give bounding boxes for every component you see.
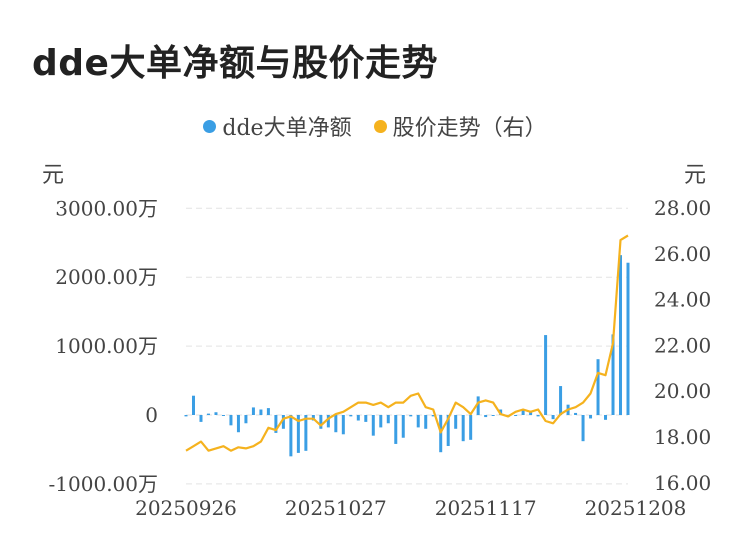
x-axis-tick-label: 20251027 [285, 496, 387, 520]
bar [206, 413, 210, 415]
legend-item-dde[interactable]: dde大单净额 [203, 110, 352, 142]
bar [484, 415, 488, 418]
legend-label-dde: dde大单净额 [222, 116, 352, 141]
legend-marker-price [373, 119, 387, 133]
chart-title: dde大单净额与股价走势 [32, 43, 438, 84]
bar [476, 396, 480, 415]
bar [424, 415, 428, 429]
bar [221, 415, 225, 416]
bar [431, 415, 435, 417]
bar [326, 415, 330, 428]
legend-marker-dde [203, 119, 217, 133]
bar [319, 415, 323, 429]
x-axis-tick-label: 20251117 [435, 496, 537, 520]
bar [266, 408, 270, 415]
bar [439, 415, 443, 453]
bar [356, 415, 360, 421]
bar [619, 255, 623, 415]
bar [371, 415, 375, 436]
bar [461, 415, 465, 442]
x-axis-tick-label: 20250926 [135, 496, 237, 520]
price-line [185, 234, 629, 452]
bar [454, 415, 458, 429]
left-axis-tick-label: 2000.00万 [55, 265, 158, 289]
bar [341, 415, 345, 435]
bar [409, 415, 413, 417]
bar [536, 415, 540, 417]
right-axis-tick-label: 26.00 [654, 242, 711, 266]
bar [596, 359, 600, 415]
bar [589, 415, 593, 419]
bar [199, 415, 203, 422]
right-axis-tick-label: 16.00 [654, 471, 711, 495]
bar [581, 415, 585, 442]
legend-label-price: 股价走势（右） [392, 116, 547, 141]
right-axis-tick-label: 20.00 [654, 379, 711, 403]
bar [626, 262, 630, 415]
bar [281, 415, 285, 429]
left-axis-unit: 元 [42, 163, 65, 188]
bar [559, 386, 563, 415]
bar [521, 410, 525, 415]
bar [184, 415, 188, 417]
bar [491, 415, 495, 416]
bar [394, 415, 398, 444]
bar [574, 412, 578, 415]
bar [259, 409, 263, 415]
right-axis-tick-label: 18.00 [654, 425, 711, 449]
right-axis-unit: 元 [684, 163, 707, 188]
bar [446, 415, 450, 447]
legend-item-price[interactable]: 股价走势（右） [373, 110, 547, 142]
legend: dde大单净额 股价走势（右） [0, 110, 750, 142]
bar [544, 335, 548, 415]
bar [334, 415, 338, 433]
right-axis-tick-label: 24.00 [654, 288, 711, 312]
bar [364, 415, 368, 422]
left-axis-tick-label: -1000.00万 [49, 472, 158, 496]
bar [214, 412, 218, 415]
bar [529, 410, 533, 415]
bar [251, 407, 255, 415]
bar [191, 395, 195, 415]
bar [244, 415, 248, 424]
bar [551, 415, 555, 420]
bar [386, 415, 390, 424]
bar [236, 415, 240, 433]
bar [304, 415, 308, 451]
bar [296, 415, 300, 453]
right-axis-tick-label: 28.00 [654, 196, 711, 220]
left-axis-tick-label: 3000.00万 [55, 196, 158, 220]
right-axis-tick-label: 22.00 [654, 333, 711, 357]
bar [289, 415, 293, 457]
left-axis-tick-label: 1000.00万 [55, 334, 158, 358]
bar [604, 415, 608, 420]
bar [611, 334, 615, 415]
bar [349, 415, 353, 417]
bar [514, 415, 518, 416]
bar [379, 415, 383, 428]
bar [274, 415, 278, 433]
bar [469, 415, 473, 440]
bar [229, 415, 233, 426]
left-axis-tick-label: 0 [145, 403, 158, 427]
bar [401, 415, 405, 438]
x-axis-tick-label: 20251208 [585, 496, 687, 520]
bar [416, 415, 420, 428]
